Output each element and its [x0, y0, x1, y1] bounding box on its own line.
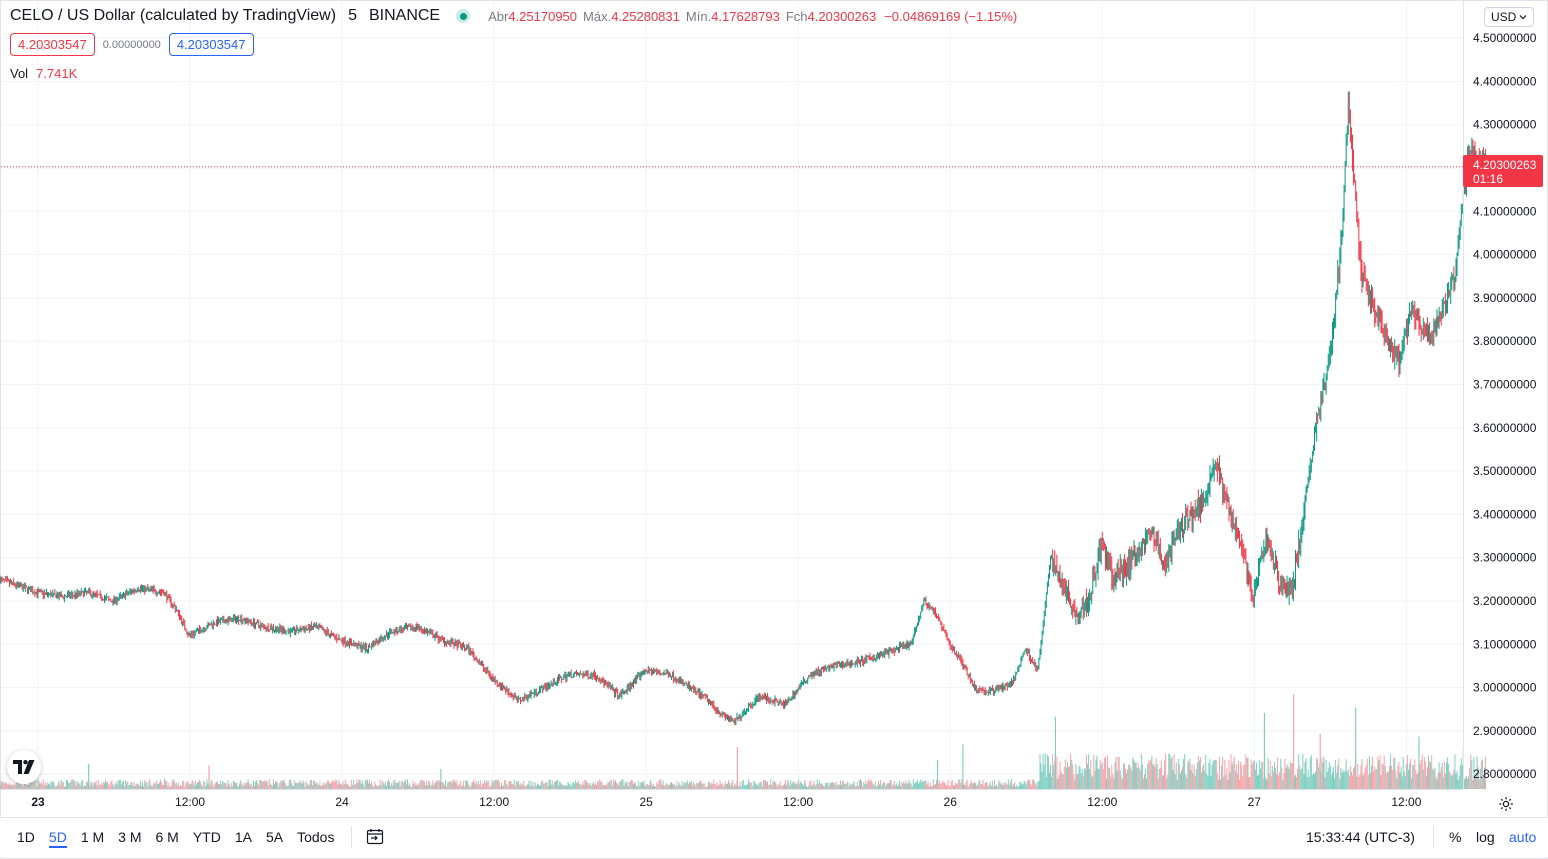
price-tick-label: 3.70000000 — [1473, 378, 1537, 392]
time-tick-label: 12:00 — [479, 795, 509, 809]
time-tick-label: 27 — [1248, 795, 1262, 809]
volume-value: 7.741K — [36, 66, 78, 81]
last-price-tag-countdown: 01:16 — [1473, 172, 1503, 186]
price-tick-label: 3.90000000 — [1473, 291, 1537, 305]
time-tick-label: 12:00 — [175, 795, 205, 809]
time-tick-label: 12:00 — [783, 795, 813, 809]
low-value: 4.17628793 — [711, 8, 780, 24]
interval-label[interactable]: 5 — [348, 7, 357, 24]
range-1d[interactable]: 1D — [17, 829, 35, 845]
close-value: 4.20300263 — [807, 8, 877, 24]
open-label: Abr — [488, 8, 509, 24]
chevron-down-icon — [1519, 15, 1527, 20]
range-ytd[interactable]: YTD — [192, 829, 221, 845]
tradingview-logo-icon[interactable] — [7, 750, 41, 784]
symbol-title[interactable]: CELO / US Dollar (calculated by TradingV… — [10, 7, 337, 24]
range-1y[interactable]: 1A — [234, 829, 252, 845]
last-price-tag: 4.20300263 01:16 — [1463, 155, 1543, 187]
range-5y[interactable]: 5A — [265, 829, 284, 845]
bottom-toolbar: 1D 5D 1 M 3 M 6 M YTD 1A 5A Todos 15:33:… — [0, 817, 1548, 857]
open-value: 4.25170950 — [508, 8, 578, 24]
price-tick-label: 4.40000000 — [1473, 74, 1537, 88]
exchange-label[interactable]: BINANCE — [368, 7, 441, 24]
time-tick-label: 24 — [335, 795, 349, 809]
price-tick-label: 4.10000000 — [1473, 204, 1537, 218]
toolbar-divider-right — [1433, 826, 1434, 848]
grid — [1, 1, 1463, 789]
bid-ask-row: 4.20303547 0.00000000 4.20303547 — [10, 33, 254, 56]
time-axis-border — [1, 789, 1463, 790]
price-axis-border — [1463, 1, 1464, 789]
price-tick-label: 4.00000000 — [1473, 248, 1537, 262]
change-value: −0.04869169 (−1.15%) — [884, 8, 1018, 24]
price-chart[interactable]: 4.500000004.400000004.300000004.20000000… — [0, 0, 1548, 817]
gear-icon[interactable] — [1496, 794, 1516, 814]
price-tick-label: 4.30000000 — [1473, 118, 1537, 132]
range-all[interactable]: Todos — [297, 829, 335, 845]
price-tick-label: 3.60000000 — [1473, 421, 1537, 435]
spread-value: 0.00000000 — [102, 38, 161, 51]
symbol-legend: CELO / US Dollar (calculated by TradingV… — [10, 7, 1017, 25]
time-tick-label: 25 — [639, 795, 653, 809]
low-label: Mín. — [685, 8, 712, 24]
time-tick-label: 12:00 — [1391, 795, 1421, 809]
price-tick-label: 4.50000000 — [1473, 31, 1537, 45]
candles — [0, 91, 1487, 726]
sell-button[interactable]: 4.20303547 — [10, 33, 95, 56]
time-tick-label: 23 — [31, 795, 45, 809]
price-tick-label: 3.80000000 — [1473, 334, 1537, 348]
clock-timezone[interactable]: 15:33:44 (UTC-3) — [1306, 829, 1415, 845]
currency-select[interactable]: USD — [1484, 7, 1535, 27]
auto-scale-toggle[interactable]: auto — [1509, 829, 1537, 845]
buy-button[interactable]: 4.20303547 — [168, 33, 254, 56]
price-tick-label: 3.10000000 — [1473, 637, 1537, 651]
range-6m[interactable]: 6 M — [155, 829, 179, 845]
last-price-tag-price: 4.20300263 — [1473, 158, 1537, 172]
volume-label: Vol — [10, 66, 29, 81]
range-5d[interactable]: 5D — [42, 818, 74, 856]
ohlc-values: Abr 4.25170950 Máx. 4.25280831 Mín. 4.17628… — [488, 9, 1017, 24]
range-1m[interactable]: 1 M — [80, 829, 105, 845]
volume-legend[interactable]: Vol 7.741K — [10, 66, 77, 81]
time-tick-label: 12:00 — [1087, 795, 1117, 809]
toolbar-divider — [351, 826, 352, 848]
percent-scale-toggle[interactable]: % — [1449, 829, 1462, 845]
close-label: Fch — [785, 8, 808, 24]
price-tick-label: 3.20000000 — [1473, 594, 1537, 608]
currency-value: USD — [1491, 10, 1517, 24]
log-scale-toggle[interactable]: log — [1476, 829, 1495, 845]
price-tick-label: 3.00000000 — [1473, 681, 1537, 695]
time-axis[interactable]: 23 12:00 24 12:00 25 12:00 26 12:00 27 12:00 — [31, 795, 1421, 809]
date-ranges: 1D 5D 1 M 3 M 6 M YTD 1A 5A Todos — [10, 818, 341, 856]
high-label: Máx. — [583, 8, 612, 24]
price-tick-label: 2.90000000 — [1473, 724, 1537, 738]
high-value: 4.25280831 — [611, 8, 680, 24]
calendar-range-icon[interactable] — [366, 828, 386, 846]
time-tick-label: 26 — [944, 795, 958, 809]
price-tick-label: 2.80000000 — [1473, 767, 1537, 781]
market-open-icon[interactable] — [456, 9, 471, 23]
price-tick-label: 3.50000000 — [1473, 464, 1537, 478]
price-tick-label: 3.40000000 — [1473, 507, 1537, 521]
price-axis[interactable]: 4.500000004.400000004.300000004.20000000… — [1473, 31, 1537, 781]
range-3m[interactable]: 3 M — [118, 829, 142, 845]
price-tick-label: 3.30000000 — [1473, 551, 1537, 565]
volume-bars — [0, 694, 1487, 789]
